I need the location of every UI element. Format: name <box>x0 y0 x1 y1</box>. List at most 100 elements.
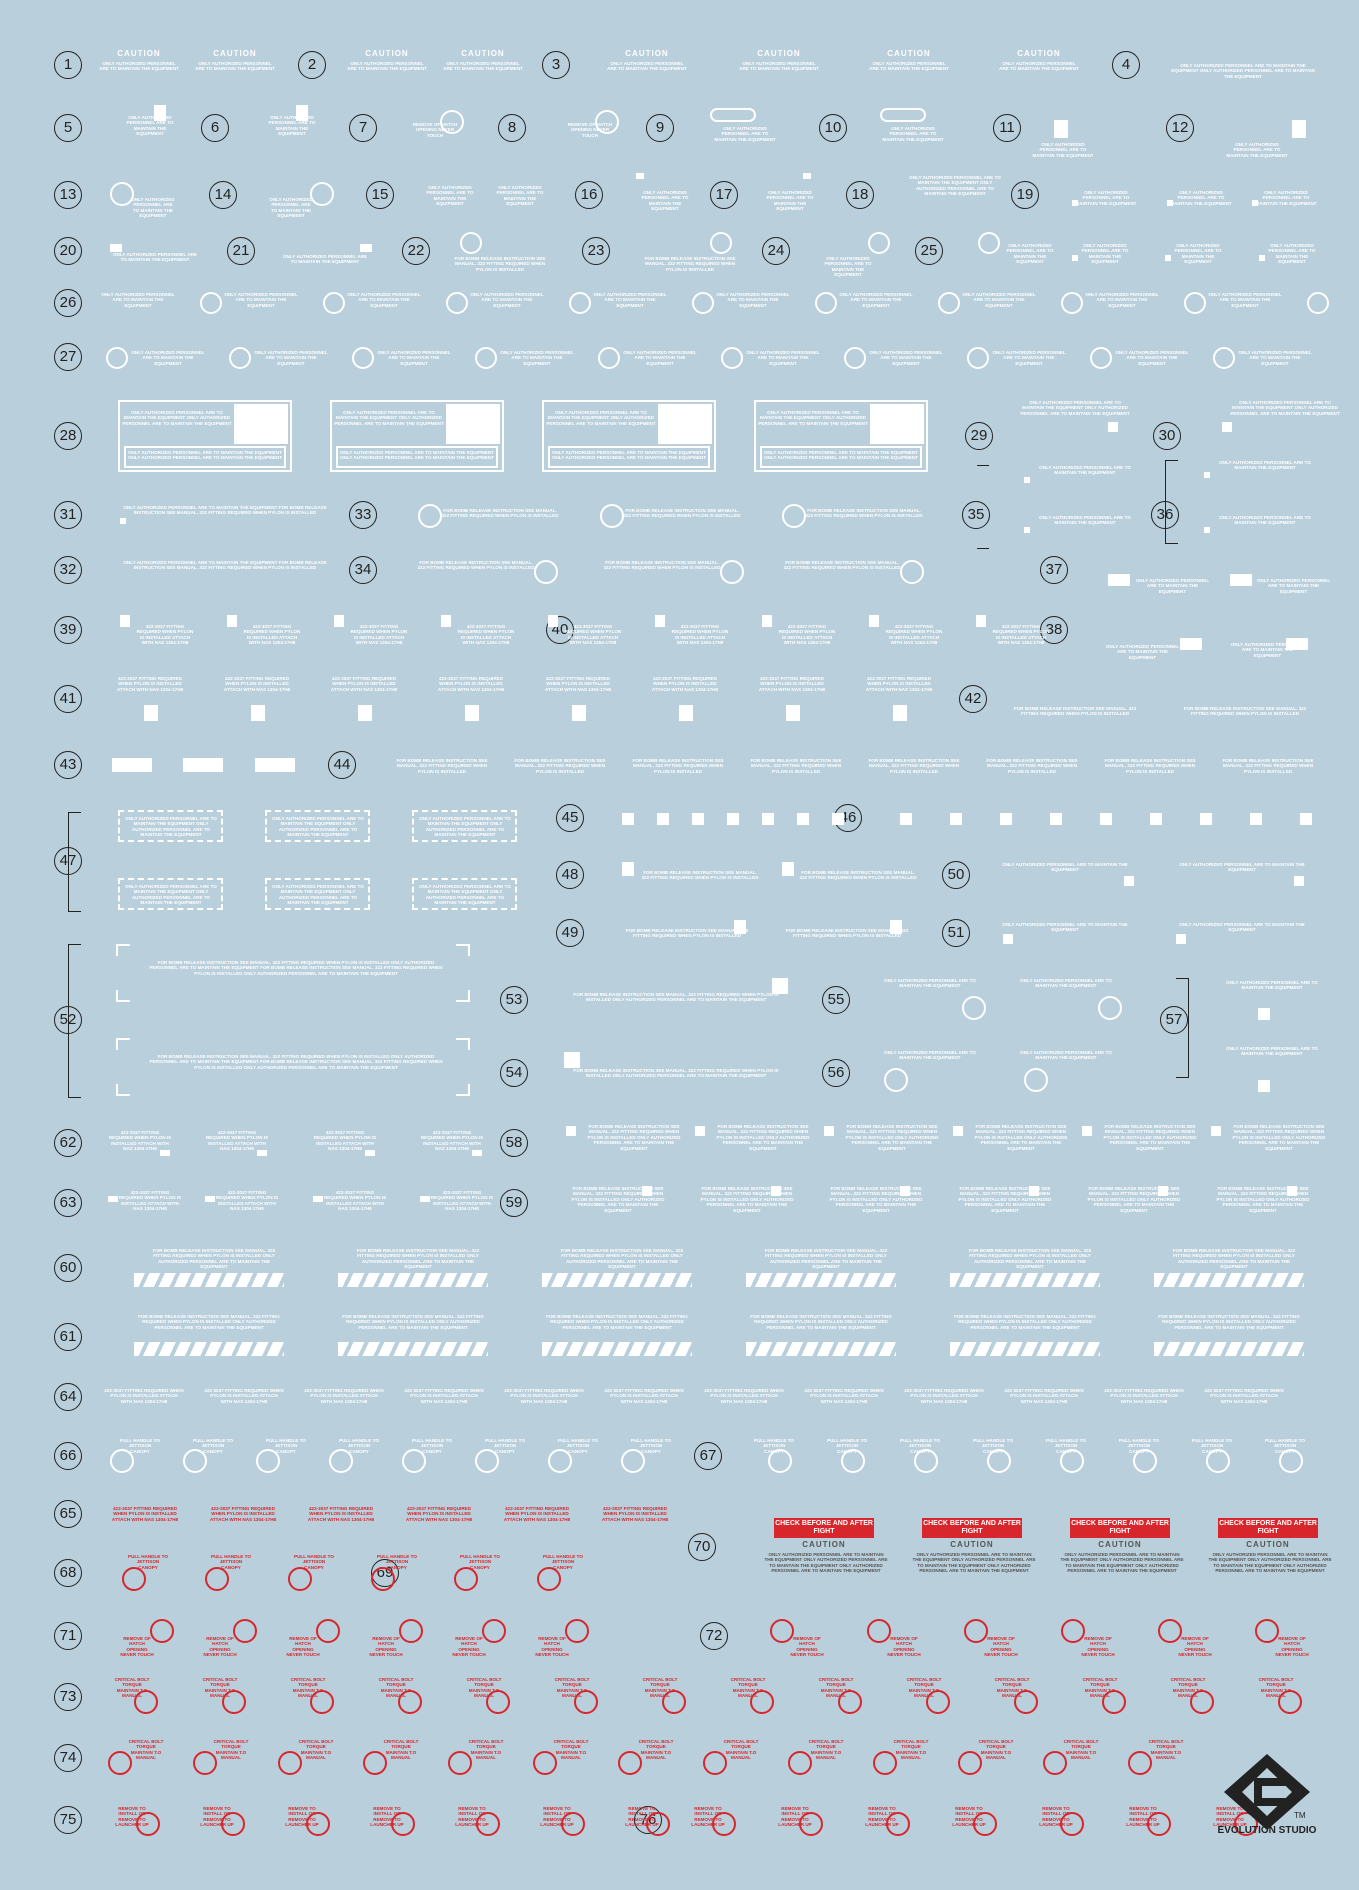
decal-text: FOR BOMB RELEASE INSTRUCTION SEE MANUAL.… <box>396 758 488 774</box>
decal-number-39: 39 <box>54 616 82 644</box>
decal-ring <box>768 1449 792 1473</box>
decal-text: ONLY AUTHORIZED PERSONNEL ARE TO MAINTAI… <box>962 292 1036 308</box>
decal-ring <box>316 1619 340 1643</box>
decal-text: REMOVE TO INSTALL OR REMOVE TO LAUNCHER … <box>200 1806 234 1828</box>
decal-text: ONLY AUTHORIZED PERSONNEL ARE TO MAINTAI… <box>254 350 328 366</box>
decal-square <box>313 1196 323 1202</box>
decal-text: ONLY AUTHORIZED PERSONNEL ARE TO MAINTAI… <box>1268 243 1316 265</box>
decal-panel <box>330 400 504 472</box>
decal-text: ONLY AUTHORIZED PERSONNEL ARE TO MAINTAI… <box>1002 862 1128 873</box>
decal-number-31: 31 <box>54 501 82 529</box>
decal-panel-inner <box>548 446 710 468</box>
decal-number-58: 58 <box>500 1129 528 1157</box>
decal-ring <box>402 1449 426 1473</box>
decal-text: REMOVE TO INSTALL OR REMOVE TO LAUNCHER … <box>865 1806 899 1828</box>
decal-text: ONLY AUTHORIZED PERSONNEL ARE TO MAINTAI… <box>443 61 523 72</box>
decal-text: 422-3037 FITTING REQUIRED WHEN PYLON IS … <box>778 624 836 646</box>
decal-text: REMOVE TO INSTALL OR REMOVE TO LAUNCHER … <box>1213 1806 1247 1828</box>
decal-text: FOR BOMB RELEASE INSTRUCTION SEE MANUAL.… <box>454 256 546 272</box>
decal-ring <box>1043 1751 1067 1775</box>
decal-square <box>771 1186 781 1196</box>
decal-text: 422-3037 FITTING REQUIRED WHEN PYLON IS … <box>457 624 515 646</box>
decal-square <box>465 705 479 721</box>
decal-square <box>296 105 308 121</box>
decal-text: CRITICAL BOLT TORQUE MAINTAIN T.O MANUAL <box>290 1677 326 1699</box>
decal-text: ONLY AUTHORIZED PERSONNEL ARE TO MAINTAI… <box>1115 350 1189 366</box>
decal-square <box>1204 472 1210 478</box>
decal-text: 422-3037 FITTING REQUIRED WHEN PYLON IS … <box>223 676 291 692</box>
decal-number-51: 51 <box>942 919 970 947</box>
decal-ring <box>841 1449 865 1473</box>
decal-text: FOR BOMB RELEASE INSTRUCTION SEE MANUAL.… <box>783 560 901 571</box>
decal-square <box>890 920 902 934</box>
hazard-stripe <box>542 1273 692 1287</box>
decal-text: ONLY AUTHORIZED PERSONNEL ARE TO MAINTAI… <box>1179 862 1305 873</box>
decal-ring <box>110 1449 134 1473</box>
decal-text: ONLY AUTHORIZED PERSONNEL ARE TO MAINTAI… <box>551 450 707 461</box>
decal-ring <box>561 1812 585 1836</box>
decal-ring <box>1255 1619 1279 1643</box>
decal-text: FOR BOMB RELEASE INSTRUCTION SEE MANUAL.… <box>1087 1186 1181 1213</box>
decal-number-15: 15 <box>366 181 394 209</box>
decal-text: FOR BOMB RELEASE INSTRUCTION SEE MANUAL.… <box>1103 1124 1197 1151</box>
decal-text: PULL HANDLE TO JETTISON CANOPY <box>377 1554 417 1570</box>
decal-ring <box>233 1619 257 1643</box>
decal-text: REMOVE OF HATCH OPENING NEVER TOUCH <box>452 1636 486 1658</box>
decal-text: CRITICAL BOLT TORQUE MAINTAIN T.O MANUAL <box>642 1677 678 1699</box>
decal-ring <box>598 347 620 369</box>
decal-square <box>1072 200 1078 206</box>
decal-text: 422-3037 FITTING REQUIRED WHEN PYLON IS … <box>564 624 622 646</box>
decal-square <box>1286 638 1308 650</box>
decal-text: FOR BOMB RELEASE INSTRUCTION SEE MANUAL.… <box>587 1124 681 1151</box>
caution-label: CAUTION <box>365 49 409 58</box>
decal-text: CRITICAL BOLT TORQUE MAINTAIN T.O MANUAL <box>466 1677 502 1699</box>
decal-ring <box>720 560 744 584</box>
decal-text: ONLY AUTHORIZED PERSONNEL ARE TO MAINTAI… <box>1171 63 1315 79</box>
decal-ring <box>398 1690 422 1714</box>
decal-square <box>786 705 800 721</box>
decal-text: 422-3037 FITTING REQUIRED WHEN PYLON IS … <box>118 1190 182 1212</box>
decal-text: CRITICAL BOLT TORQUE MAINTAIN T.O MANUAL <box>383 1739 419 1761</box>
decal-number-62: 62 <box>54 1129 82 1157</box>
decal-ring <box>867 1619 891 1643</box>
decal-text: PULL HANDLE TO JETTISON CANOPY <box>294 1554 334 1570</box>
decal-ring <box>926 1690 950 1714</box>
decal-ring <box>750 1690 774 1714</box>
decal-text: 422-3037 FITTING REQUIRED WHEN PYLON IS … <box>758 676 826 692</box>
decal-ring <box>914 1449 938 1473</box>
decal-text: REMOVE TO INSTALL OR REMOVE TO LAUNCHER … <box>1039 1806 1073 1828</box>
decal-number-55: 55 <box>822 986 850 1014</box>
decal-text: ONLY AUTHORIZED PERSONNEL ARE TO MAINTAI… <box>1020 978 1112 989</box>
decal-ring <box>310 1690 334 1714</box>
decal-number-53: 53 <box>500 986 528 1014</box>
hazard-stripe <box>338 1273 488 1287</box>
decal-square <box>1024 477 1030 483</box>
decal-square <box>1259 255 1265 261</box>
decal-ring <box>621 1449 645 1473</box>
decal-text: FOR BOMB RELEASE INSTRUCTION SEE MANUAL.… <box>954 1314 1096 1330</box>
decal-text: ONLY AUTHORIZED PERSONNEL ARE TO MAINTAI… <box>131 350 205 366</box>
decal-square <box>120 518 126 524</box>
decal-text: FOR BOMB RELEASE INSTRUCTION SEE MANUAL.… <box>152 1248 276 1270</box>
frame-corner <box>116 990 130 1002</box>
frame-corner <box>116 1038 130 1050</box>
bracket <box>1176 978 1189 1078</box>
decal-square <box>1258 1008 1270 1020</box>
decal-ring <box>229 347 251 369</box>
decal-number-29: 29 <box>965 422 993 450</box>
decal-text: 422-3037 FITTING REQUIRED WHEN PYLON IS … <box>420 1130 484 1152</box>
decal-ring <box>454 1567 478 1591</box>
decal-text: PULL HANDLE TO JETTISON CANOPY <box>1192 1438 1232 1454</box>
decal-text: CRITICAL BOLT TORQUE MAINTAIN T.O MANUAL <box>1258 1677 1294 1699</box>
decal-text: FOR BOMB RELEASE INSTRUCTION SEE MANUAL.… <box>1158 1314 1300 1330</box>
decal-text: PULL HANDLE TO JETTISON CANOPY <box>460 1554 500 1570</box>
decal-square <box>657 813 669 825</box>
decal-text: ONLY AUTHORIZED PERSONNEL ARE TO MAINTAI… <box>470 292 544 308</box>
decal-square <box>251 705 265 721</box>
decal-square <box>358 705 372 721</box>
decal-text: REMOVE OF HATCH OPENING NEVER TOUCH <box>1275 1636 1309 1658</box>
decal-ring <box>537 1567 561 1591</box>
decal-number-64: 64 <box>54 1383 82 1411</box>
decal-text: ONLY AUTHORIZED PERSONNEL ARE TO MAINTAI… <box>1230 642 1305 658</box>
decal-ring <box>1128 1751 1152 1775</box>
